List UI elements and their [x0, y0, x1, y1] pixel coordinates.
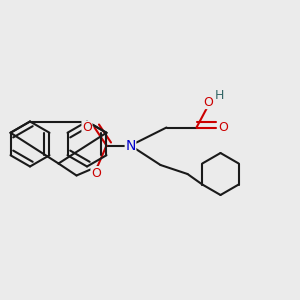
- Text: H: H: [215, 89, 225, 102]
- Text: O: O: [204, 95, 213, 109]
- Text: O: O: [219, 121, 228, 134]
- Text: O: O: [82, 121, 92, 134]
- Text: O: O: [91, 167, 101, 180]
- Text: N: N: [125, 139, 136, 152]
